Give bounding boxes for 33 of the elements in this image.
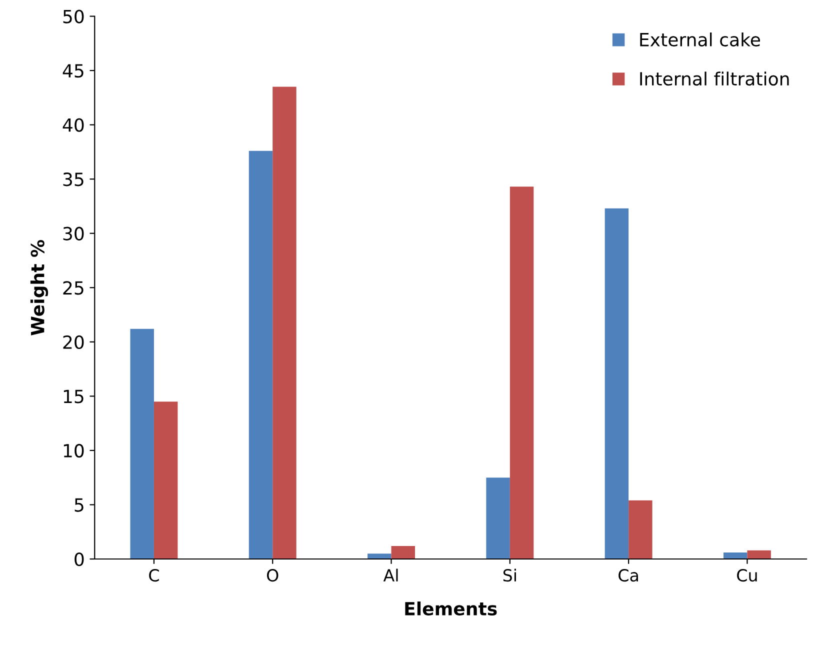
x-axis-title: Elements [405, 602, 497, 616]
y-tick-label: 0 [74, 552, 84, 566]
x-tick-label: Al [383, 568, 398, 582]
bar [154, 402, 178, 559]
y-tick-label: 20 [63, 335, 84, 350]
bar [747, 550, 771, 559]
bar [368, 554, 392, 559]
bar [248, 150, 273, 559]
x-tick-label: Si [503, 568, 516, 582]
y-tick-label: 25 [63, 281, 84, 295]
bar [130, 328, 154, 559]
bar [486, 478, 510, 559]
y-axis-title: Weight % [30, 240, 48, 336]
y-tick-label: 5 [74, 498, 84, 512]
y-tick-label: 50 [63, 10, 84, 24]
bar [604, 208, 629, 559]
y-tick-label: 35 [63, 172, 84, 186]
bar [510, 186, 534, 559]
y-tick-label: 45 [62, 64, 84, 78]
legend-label: External cake [640, 32, 760, 46]
bar [391, 546, 415, 559]
y-tick-label: 30 [63, 226, 84, 240]
bar [723, 552, 748, 559]
bar [272, 86, 296, 559]
x-tick-label: Ca [618, 569, 638, 582]
x-tick-label: C [149, 569, 159, 582]
legend-label: Internal filtration [640, 72, 789, 86]
y-tick-label: 40 [62, 118, 84, 132]
y-tick-label: 15 [64, 390, 84, 404]
bar [628, 500, 652, 559]
x-tick-label: O [266, 569, 278, 582]
y-tick-label: 10 [64, 444, 84, 458]
x-tick-label: Cu [737, 569, 757, 582]
